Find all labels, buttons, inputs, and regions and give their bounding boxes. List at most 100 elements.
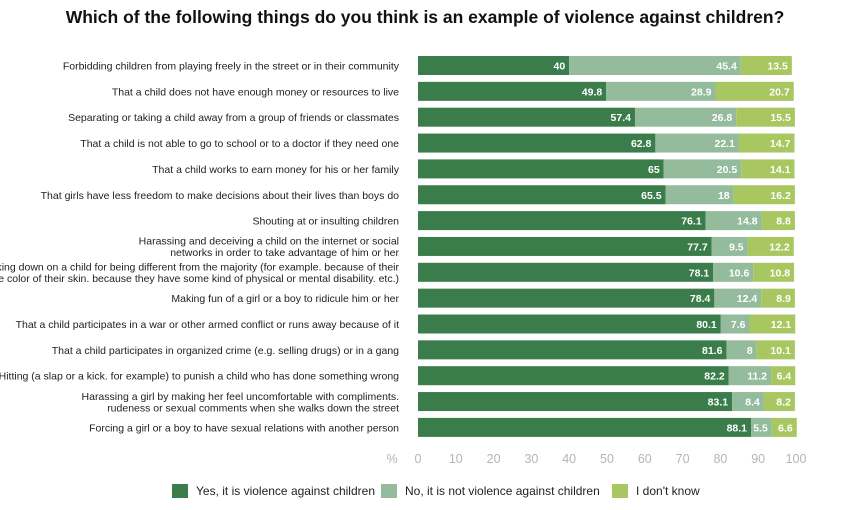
data-label: 16.2 — [770, 190, 791, 202]
bar-segment — [418, 288, 715, 308]
x-tick-label: 10 — [449, 452, 463, 466]
legend-item: No, it is not violence against children — [381, 484, 600, 498]
data-label: 45.4 — [716, 61, 737, 73]
bar-segment — [418, 262, 714, 282]
bar-segment — [761, 211, 795, 231]
data-label: 11.2 — [747, 371, 767, 383]
bar-segment — [713, 262, 754, 282]
legend-swatch — [172, 484, 188, 498]
bar-segment — [741, 159, 795, 179]
category-label-line: That girls have less freedom to make dec… — [41, 190, 400, 202]
bar-segment — [418, 81, 607, 101]
data-label: 10.1 — [770, 345, 791, 357]
data-label: 12.2 — [769, 241, 790, 253]
category-label: Making fun of a girl or a boy to ridicul… — [171, 293, 399, 305]
bar-segment — [665, 185, 734, 205]
data-label: 80.1 — [696, 319, 717, 331]
data-label: 78.1 — [689, 267, 710, 279]
data-label: 78.4 — [690, 293, 711, 305]
data-label: 65.5 — [641, 190, 662, 202]
x-tick-label: 80 — [713, 452, 727, 466]
data-label: 10.6 — [729, 267, 750, 279]
category-label: Looking down on a child for being differ… — [0, 262, 399, 286]
legend-label: I don't know — [636, 484, 700, 498]
legend: Yes, it is violence against children No, … — [0, 484, 850, 502]
bar-segment — [728, 366, 772, 386]
bar-segment — [726, 340, 757, 360]
data-label: 22.1 — [714, 138, 735, 150]
category-label-line: That a child participates in a war or ot… — [16, 319, 400, 331]
bar-segment — [606, 81, 716, 101]
category-label-line: That a child participates in organized c… — [52, 345, 399, 357]
data-label: 14.8 — [737, 216, 758, 228]
category-label-line: rudeness or sexual comments when she wal… — [107, 402, 399, 414]
data-label: 7.6 — [731, 319, 746, 331]
bar-segment — [569, 56, 741, 75]
data-label: 14.1 — [770, 164, 791, 176]
bar-segment — [715, 81, 794, 101]
data-label: 12.1 — [771, 319, 792, 331]
bar-segment — [749, 314, 796, 334]
bar-segment — [634, 107, 737, 127]
bar-segment — [736, 107, 795, 127]
data-label: 62.8 — [631, 138, 652, 150]
data-label: 65 — [648, 164, 660, 176]
x-tick-label: 30 — [524, 452, 538, 466]
bar-segment — [771, 417, 797, 437]
bars-layer: 40 45.4 13.5 49.8 28.9 20.7 57.4 26.8 15.5 62.8 22… — [418, 56, 797, 437]
bar-segment — [655, 133, 739, 153]
bar-segment — [418, 340, 727, 360]
category-label: That a child participates in a war or ot… — [16, 319, 400, 331]
x-tick-label: 50 — [600, 452, 614, 466]
bar-segment — [738, 133, 795, 153]
bar-segment — [761, 288, 795, 308]
data-label: 8 — [747, 345, 753, 357]
category-label-line: Making fun of a girl or a boy to ridicul… — [171, 293, 399, 305]
category-label: That a child does not have enough money … — [112, 86, 399, 98]
data-label: 28.9 — [691, 86, 712, 98]
data-label: 20.5 — [717, 164, 738, 176]
x-tick-label: 40 — [562, 452, 576, 466]
bar-segment — [756, 340, 795, 360]
category-label-line: Shouting at or insulting children — [252, 216, 399, 228]
bar-segment — [732, 392, 764, 412]
bar-segment — [711, 236, 748, 256]
bar-segment — [418, 392, 733, 412]
category-label: Forcing a girl or a boy to have sexual r… — [89, 422, 399, 434]
category-label: That girls have less freedom to make dec… — [41, 190, 400, 202]
data-label: 5.5 — [753, 422, 768, 434]
data-label: 77.7 — [687, 241, 708, 253]
data-label: 8.4 — [745, 397, 760, 409]
category-label-line: Harassing a girl by making her feel unco… — [82, 391, 399, 403]
bar-segment — [418, 314, 721, 334]
bar-segment — [763, 392, 795, 412]
bar-segment — [663, 159, 742, 179]
data-label: 6.4 — [777, 371, 792, 383]
bar-segment — [418, 133, 656, 153]
data-label: 81.6 — [702, 345, 723, 357]
x-tick-label: 60 — [638, 452, 652, 466]
legend-label: Yes, it is violence against children — [196, 484, 375, 498]
bar-segment — [714, 288, 762, 308]
category-label: Separating or taking a child away from a… — [68, 112, 399, 124]
bar-segment — [733, 185, 795, 205]
category-label-line: Forbidding children from playing freely … — [63, 61, 400, 73]
category-label-line: That a child works to earn money for his… — [152, 164, 400, 176]
category-label-line: religion. the color of their skin. becau… — [0, 273, 399, 285]
category-label-line: Looking down on a child for being differ… — [0, 262, 399, 274]
bar-segment — [418, 366, 729, 386]
category-label: That a child is not able to go to school… — [80, 138, 399, 150]
data-label: 82.2 — [704, 371, 725, 383]
category-label-line: That a child is not able to go to school… — [80, 138, 399, 150]
data-label: 88.1 — [727, 422, 748, 434]
x-axis: % 0 10 20 30 40 50 60 70 80 90 100 — [386, 452, 806, 466]
x-tick-label: 0 — [415, 452, 422, 466]
x-tick-label: 90 — [751, 452, 765, 466]
x-tick-label: 100 — [786, 452, 807, 466]
stacked-bar-chart: 40 45.4 13.5 49.8 28.9 20.7 57.4 26.8 15.5 62.8 22… — [0, 56, 806, 466]
x-tick-label: 20 — [487, 452, 501, 466]
bar-segment — [418, 185, 666, 205]
category-label: Shouting at or insulting children — [252, 216, 399, 228]
data-label: 8.2 — [776, 397, 791, 409]
x-axis-unit-label: % — [386, 452, 397, 466]
